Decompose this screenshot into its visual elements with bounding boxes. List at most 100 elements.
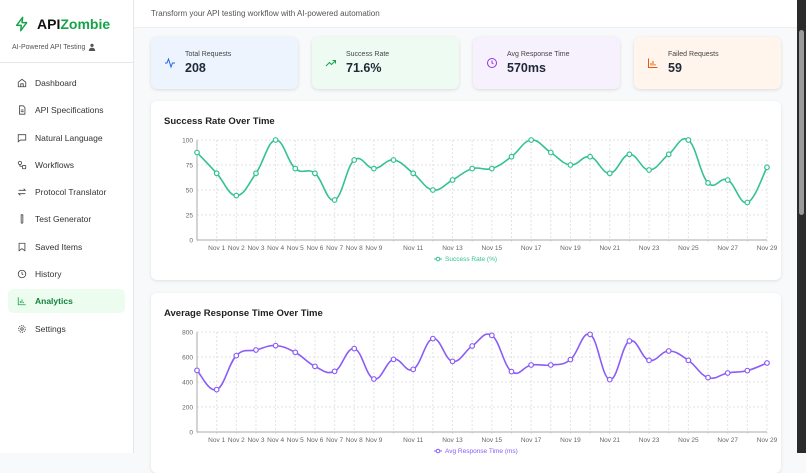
data-point[interactable] bbox=[449, 358, 456, 365]
data-point[interactable] bbox=[508, 368, 515, 375]
data-point[interactable] bbox=[194, 367, 200, 374]
scrollbar[interactable] bbox=[797, 0, 806, 453]
data-point[interactable] bbox=[705, 179, 711, 186]
data-point[interactable] bbox=[410, 366, 417, 373]
data-point[interactable] bbox=[370, 376, 377, 382]
data-point[interactable] bbox=[528, 137, 535, 143]
data-point[interactable] bbox=[587, 331, 594, 338]
brand[interactable]: APIZombie bbox=[0, 0, 133, 36]
data-point[interactable] bbox=[724, 370, 731, 376]
data-point[interactable] bbox=[724, 177, 731, 183]
data-point[interactable] bbox=[390, 157, 397, 163]
data-point[interactable] bbox=[764, 164, 770, 171]
scrollbar-thumb[interactable] bbox=[799, 30, 804, 215]
data-point[interactable] bbox=[705, 374, 711, 381]
sidebar-nav: Dashboard API Specifications Natural Langu… bbox=[0, 63, 133, 341]
clock-icon bbox=[17, 269, 27, 279]
data-point[interactable] bbox=[370, 165, 377, 172]
legend-marker bbox=[435, 256, 441, 262]
data-point[interactable] bbox=[547, 149, 554, 156]
sidebar-item-saved-items[interactable]: Saved Items bbox=[8, 235, 125, 259]
x-tick-label: Nov 13 bbox=[442, 437, 463, 444]
y-tick-label: 0 bbox=[189, 430, 193, 437]
stat-value: 59 bbox=[668, 61, 682, 75]
sidebar-item-dashboard[interactable]: Dashboard bbox=[8, 71, 125, 95]
data-point[interactable] bbox=[312, 363, 318, 370]
sidebar-item-label: Analytics bbox=[35, 296, 73, 307]
sidebar-item-analytics[interactable]: Analytics bbox=[8, 289, 125, 314]
lightning-logo-icon bbox=[15, 16, 28, 32]
data-point[interactable] bbox=[606, 170, 613, 177]
data-point[interactable] bbox=[567, 162, 574, 168]
data-point[interactable] bbox=[685, 357, 692, 364]
x-tick-label: Nov 7 bbox=[326, 245, 343, 252]
sidebar-item-protocol-translator[interactable]: Protocol Translator bbox=[8, 180, 125, 204]
data-point[interactable] bbox=[646, 167, 652, 173]
workflow-icon bbox=[17, 160, 27, 170]
data-point[interactable] bbox=[194, 149, 200, 156]
header-subtitle: Transform your API testing workflow with… bbox=[151, 9, 380, 18]
sidebar-item-history[interactable]: History bbox=[8, 262, 125, 286]
data-point[interactable] bbox=[292, 165, 299, 172]
data-point[interactable] bbox=[233, 192, 240, 199]
sidebar-item-label: Natural Language bbox=[35, 132, 103, 143]
data-point[interactable] bbox=[331, 368, 338, 375]
data-point[interactable] bbox=[233, 352, 240, 359]
x-tick-label: Nov 4 bbox=[267, 245, 284, 252]
gear-icon bbox=[18, 324, 26, 333]
sidebar-item-natural-language[interactable]: Natural Language bbox=[8, 126, 125, 150]
data-point[interactable] bbox=[469, 165, 476, 172]
data-point[interactable] bbox=[213, 170, 220, 177]
data-point[interactable] bbox=[488, 165, 495, 172]
data-point[interactable] bbox=[744, 367, 751, 374]
data-point[interactable] bbox=[744, 199, 751, 206]
data-point[interactable] bbox=[292, 349, 299, 356]
data-point[interactable] bbox=[253, 170, 259, 177]
data-point[interactable] bbox=[469, 343, 476, 349]
legend-label[interactable]: Success Rate (%) bbox=[445, 256, 497, 263]
data-point[interactable] bbox=[351, 345, 358, 352]
stat-label: Failed Requests bbox=[668, 51, 719, 58]
data-point[interactable] bbox=[351, 157, 358, 163]
data-point[interactable] bbox=[646, 357, 652, 364]
data-point[interactable] bbox=[253, 347, 259, 353]
legend-marker bbox=[435, 448, 441, 454]
sidebar-item-settings[interactable]: Settings bbox=[8, 317, 125, 341]
data-point[interactable] bbox=[488, 332, 495, 339]
data-point[interactable] bbox=[312, 170, 318, 177]
data-point[interactable] bbox=[272, 342, 279, 349]
data-point[interactable] bbox=[567, 356, 574, 363]
sidebar-item-api-specifications[interactable]: API Specifications bbox=[8, 98, 125, 122]
data-point[interactable] bbox=[272, 137, 279, 143]
data-point[interactable] bbox=[429, 187, 436, 193]
sidebar-item-test-generator[interactable]: Test Generator bbox=[8, 207, 125, 231]
x-tick-label: Nov 19 bbox=[560, 245, 581, 252]
x-tick-label: Nov 19 bbox=[560, 437, 581, 444]
data-point[interactable] bbox=[626, 338, 633, 344]
data-point[interactable] bbox=[213, 386, 220, 393]
data-point[interactable] bbox=[547, 362, 554, 368]
data-point[interactable] bbox=[665, 151, 672, 158]
data-point[interactable] bbox=[449, 177, 456, 183]
data-point[interactable] bbox=[429, 335, 436, 342]
data-point[interactable] bbox=[410, 170, 417, 177]
data-point[interactable] bbox=[665, 348, 672, 354]
data-point[interactable] bbox=[331, 197, 338, 203]
sidebar-item-label: Protocol Translator bbox=[35, 187, 107, 198]
x-tick-label: Nov 15 bbox=[482, 245, 503, 252]
data-point[interactable] bbox=[626, 151, 633, 158]
data-point[interactable] bbox=[685, 137, 692, 143]
success-rate-chart: 0 25 50 75 100 Nov 1 Nov 2 Nov 3 Nov 4 Nov 5 Nov 6… bbox=[182, 137, 778, 263]
stat-value: 208 bbox=[185, 61, 206, 75]
data-point[interactable] bbox=[390, 356, 397, 363]
data-point[interactable] bbox=[508, 153, 515, 160]
sidebar-item-workflows[interactable]: Workflows bbox=[8, 153, 125, 177]
x-tick-label: Nov 29 bbox=[757, 245, 778, 252]
home-icon bbox=[17, 78, 27, 88]
data-point[interactable] bbox=[764, 360, 770, 366]
data-point[interactable] bbox=[528, 362, 535, 368]
data-point[interactable] bbox=[587, 153, 594, 160]
x-tick-label: Nov 21 bbox=[599, 245, 620, 252]
legend-label[interactable]: Avg Response Time (ms) bbox=[445, 448, 518, 455]
data-point[interactable] bbox=[606, 376, 613, 383]
